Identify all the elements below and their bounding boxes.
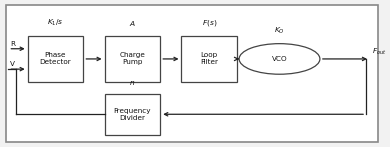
FancyBboxPatch shape — [181, 36, 237, 82]
Text: $F(s)$: $F(s)$ — [202, 18, 217, 28]
Text: V: V — [10, 61, 15, 67]
Text: $K_1/s$: $K_1/s$ — [47, 18, 64, 28]
FancyBboxPatch shape — [7, 5, 378, 142]
Text: $F_{out}$: $F_{out}$ — [372, 47, 386, 57]
Text: $n$: $n$ — [129, 79, 136, 87]
Text: $K_O$: $K_O$ — [274, 26, 285, 36]
Text: R: R — [10, 41, 15, 47]
FancyBboxPatch shape — [28, 36, 83, 82]
Text: Loop
Filter: Loop Filter — [200, 52, 218, 65]
Text: Frequency
Divider: Frequency Divider — [113, 108, 151, 121]
Text: Phase
Detector: Phase Detector — [40, 52, 71, 65]
Circle shape — [239, 44, 320, 74]
FancyBboxPatch shape — [105, 94, 160, 135]
FancyBboxPatch shape — [105, 36, 160, 82]
Text: Charge
Pump: Charge Pump — [119, 52, 145, 65]
Text: $A$: $A$ — [129, 19, 136, 28]
Text: VCO: VCO — [272, 56, 287, 62]
